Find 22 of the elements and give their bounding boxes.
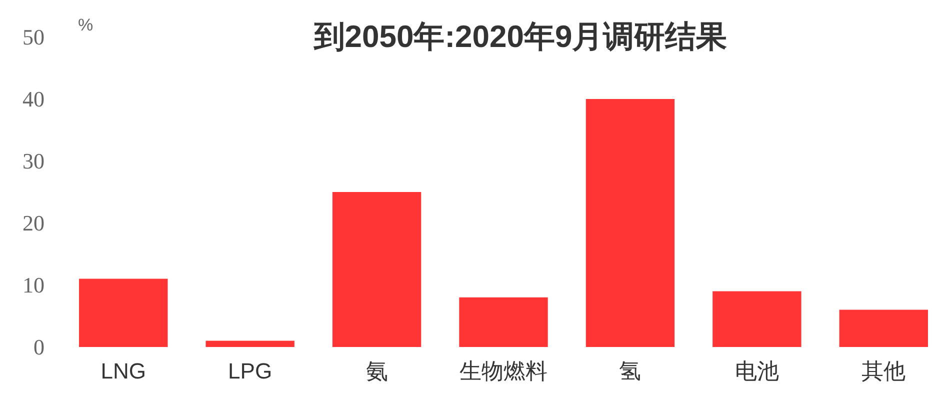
x-tick-label: 氨 xyxy=(366,358,388,384)
x-tick-label: 氢 xyxy=(619,358,642,384)
bar xyxy=(332,192,422,347)
bar xyxy=(459,297,548,347)
bar xyxy=(839,310,928,347)
y-axis-title: % xyxy=(78,16,94,34)
x-tick-label: 电池 xyxy=(734,358,779,384)
bar xyxy=(586,99,675,347)
y-tick-label: 10 xyxy=(22,272,44,298)
chart-title: 到2050年:2020年9月调研结果 xyxy=(312,19,728,54)
bar xyxy=(79,278,168,347)
y-tick-label: 30 xyxy=(22,148,44,174)
y-tick-label: 0 xyxy=(34,334,44,360)
x-tick-label: LNG xyxy=(100,358,146,384)
y-tick-label: 40 xyxy=(22,86,44,112)
bar xyxy=(206,340,294,347)
y-tick-label: 20 xyxy=(22,210,44,236)
x-tick-label: LPG xyxy=(228,358,272,384)
y-tick-label: 50 xyxy=(22,24,44,50)
x-tick-label: 其他 xyxy=(862,358,906,384)
bar xyxy=(712,291,802,347)
x-tick-label: 生物燃料 xyxy=(460,358,548,384)
